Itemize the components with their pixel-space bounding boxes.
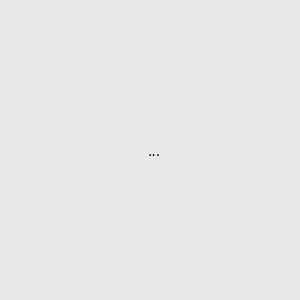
Text: ...: ... <box>147 145 160 158</box>
